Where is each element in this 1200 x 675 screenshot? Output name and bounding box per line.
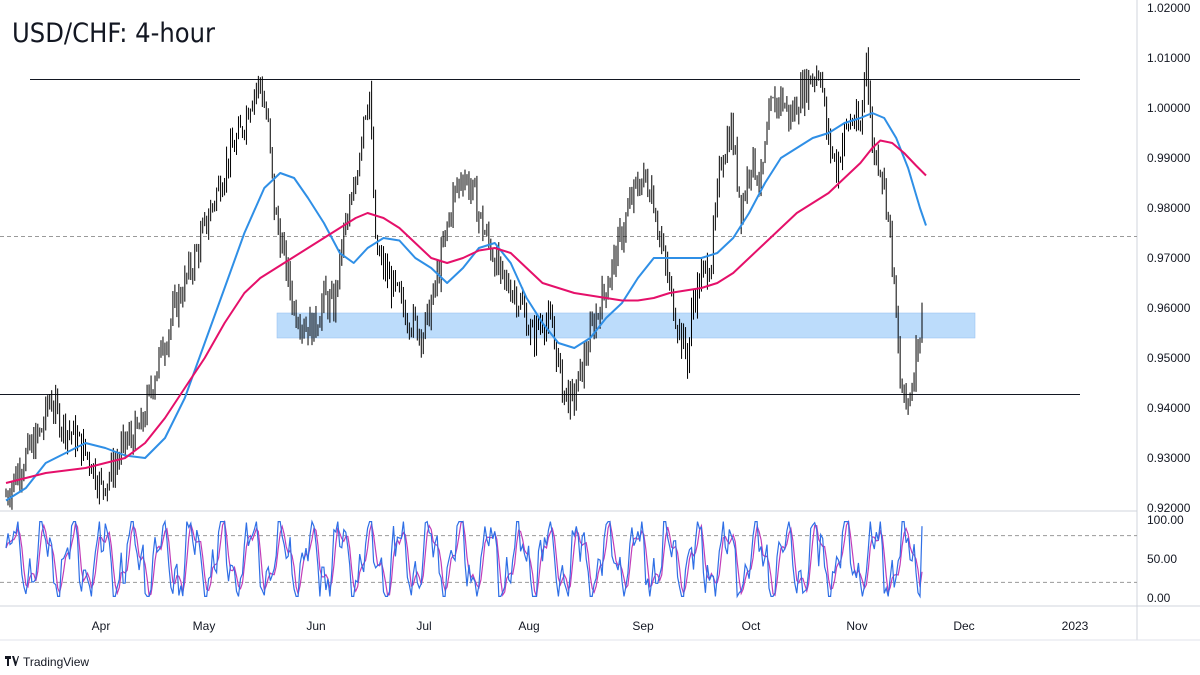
price-candles (5, 47, 923, 510)
stoch-tick-label: 50.00 (1147, 552, 1177, 566)
time-tick-label: May (193, 619, 216, 633)
demand-zone (276, 312, 976, 339)
price-tick-label: 0.99000 (1147, 151, 1191, 165)
chart-title: USD/CHF: 4-hour (12, 18, 215, 49)
time-tick-label: Jun (306, 619, 325, 633)
time-tick-label: Sep (632, 619, 654, 633)
price-tick-label: 0.96000 (1147, 301, 1191, 315)
time-tick-label: Dec (953, 619, 974, 633)
stoch-d-line (5, 519, 923, 597)
price-tick-label: 0.95000 (1147, 351, 1191, 365)
time-tick-label: Aug (518, 619, 539, 633)
brand-name: TradingView (23, 655, 90, 669)
price-tick-label: 0.93000 (1147, 451, 1191, 465)
price-tick-label: 0.94000 (1147, 401, 1191, 415)
stoch-k-line (5, 519, 923, 599)
time-tick-label: Apr (92, 619, 111, 633)
ma-slow-line (5, 139, 927, 484)
time-tick-label: Nov (846, 619, 867, 633)
price-tick-label: 1.01000 (1147, 51, 1191, 65)
price-tick-label: 0.97000 (1147, 251, 1191, 265)
price-tick-label: 0.92000 (1147, 501, 1191, 515)
time-tick-label: Oct (742, 619, 761, 633)
tradingview-brand[interactable]: TradingView (5, 655, 89, 669)
price-tick-label: 1.00000 (1147, 101, 1191, 115)
stoch-tick-label: 100.00 (1147, 513, 1184, 527)
ma-fast-line (5, 112, 927, 502)
time-tick-label: Jul (416, 619, 431, 633)
tradingview-logo-icon (5, 655, 19, 669)
price-tick-label: 0.98000 (1147, 201, 1191, 215)
price-tick-label: 1.02000 (1147, 1, 1191, 15)
stoch-tick-label: 0.00 (1147, 591, 1171, 605)
time-tick-label: 2023 (1062, 619, 1089, 633)
